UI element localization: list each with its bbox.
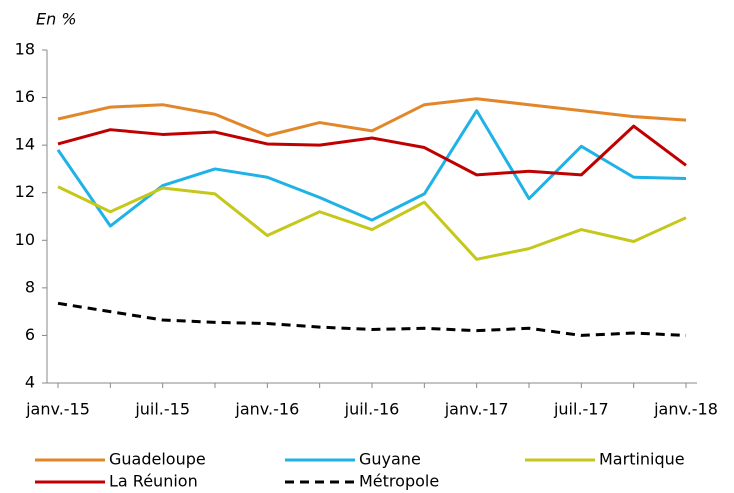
legend-label: Métropole	[359, 472, 439, 491]
series-line	[57, 301, 687, 337]
x-tick-label: janv.-18	[653, 400, 718, 419]
x-tick-label: janv.-17	[444, 400, 509, 419]
legend-label: Guadeloupe	[109, 450, 206, 469]
y-tick-label: 18	[15, 40, 35, 59]
y-tick-label: 8	[25, 277, 35, 296]
y-tick-label: 10	[15, 230, 35, 249]
x-tick-label: janv.-16	[234, 400, 299, 419]
x-tick-label: juil.-16	[344, 400, 400, 419]
legend-label: La Réunion	[109, 472, 198, 491]
series-line	[57, 185, 687, 261]
y-tick-label: 14	[15, 135, 35, 154]
x-tick-label: janv.-15	[25, 400, 90, 419]
legend-label: Guyane	[359, 450, 421, 469]
chart-title: En %	[36, 10, 77, 29]
y-tick-label: 6	[25, 325, 35, 344]
y-tick-label: 12	[15, 182, 35, 201]
series-line	[57, 124, 687, 177]
series-line	[56, 109, 687, 228]
series-line	[57, 97, 687, 138]
x-tick-label: juil.-15	[134, 400, 190, 419]
x-tick-label: juil.-17	[553, 400, 609, 419]
y-tick-label: 4	[25, 373, 35, 392]
legend-label: Martinique	[599, 450, 685, 469]
y-tick-label: 16	[15, 87, 35, 106]
